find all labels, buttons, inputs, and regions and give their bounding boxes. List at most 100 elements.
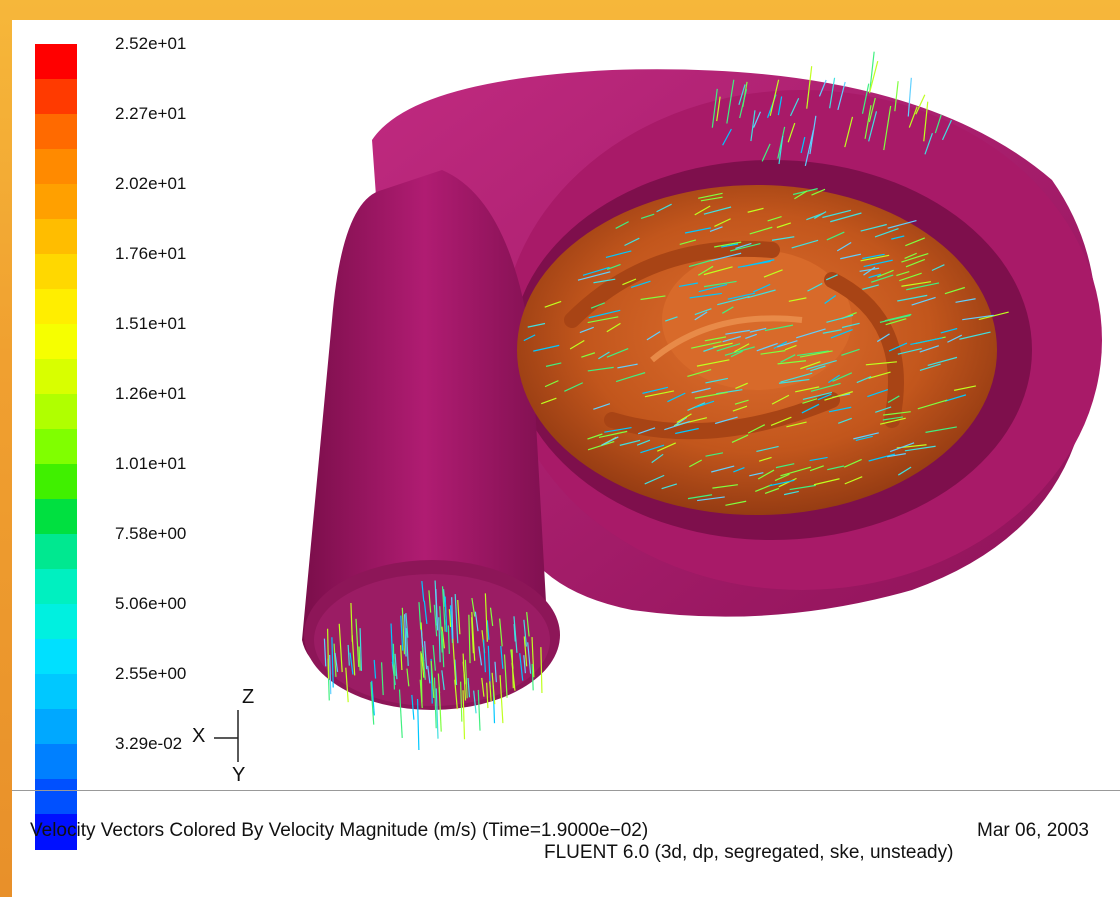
velocity-vector	[636, 439, 651, 446]
velocity-vector	[747, 289, 776, 299]
graphics-window: 2.52e+01 2.27e+01 2.02e+01 1.76e+01 1.51e+01…	[12, 20, 1120, 897]
velocity-vector	[941, 119, 953, 141]
legend-swatch	[35, 254, 77, 290]
velocity-vector	[828, 374, 841, 384]
velocity-vector	[503, 654, 508, 698]
velocity-vector	[725, 500, 747, 506]
velocity-vector	[421, 647, 426, 680]
velocity-vector	[889, 442, 915, 453]
velocity-vector	[843, 458, 862, 468]
velocity-vector	[694, 391, 728, 399]
velocity-vector	[731, 434, 749, 443]
velocity-vector	[441, 670, 445, 691]
velocity-vector	[454, 659, 458, 686]
velocity-vector	[598, 351, 610, 360]
legend-swatch	[35, 429, 77, 465]
velocity-vector	[615, 221, 629, 229]
velocity-vector	[940, 327, 958, 334]
velocity-vector	[420, 651, 423, 703]
velocity-vector	[737, 260, 771, 268]
plot-caption: Velocity Vectors Colored By Velocity Mag…	[30, 820, 649, 841]
velocity-vector	[822, 209, 852, 219]
velocity-vector	[464, 659, 468, 699]
velocity-vector	[868, 371, 891, 379]
velocity-vector	[689, 459, 703, 468]
velocity-vector	[398, 689, 403, 738]
velocity-vector	[861, 83, 870, 114]
velocity-vector	[441, 586, 446, 632]
velocity-vector	[868, 51, 875, 94]
velocity-vector	[855, 435, 873, 441]
velocity-vector	[868, 97, 876, 123]
velocity-vector	[579, 326, 594, 334]
velocity-vector	[896, 270, 910, 277]
velocity-vector	[868, 453, 896, 462]
legend-swatch	[35, 499, 77, 535]
velocity-vector	[449, 605, 454, 644]
velocity-vector	[733, 467, 745, 473]
velocity-vector	[877, 269, 894, 278]
velocity-vector	[773, 341, 788, 350]
velocity-vector	[783, 490, 799, 496]
velocity-vector	[651, 453, 664, 464]
velocity-vector	[809, 115, 817, 155]
velocity-vector	[587, 441, 615, 451]
velocity-vector	[527, 642, 532, 674]
velocity-vector	[901, 281, 932, 287]
legend-swatch	[35, 219, 77, 255]
velocity-vector	[738, 84, 746, 106]
velocity-vector	[471, 597, 476, 617]
velocity-vector	[400, 615, 404, 651]
legend-tick-label: 5.06e+00	[115, 594, 187, 613]
velocity-vector	[577, 271, 611, 281]
velocity-vector	[756, 445, 779, 453]
velocity-vector	[757, 469, 775, 480]
velocity-vector	[486, 682, 489, 709]
legend-swatch	[35, 569, 77, 605]
velocity-vector	[394, 653, 398, 680]
velocity-vector	[730, 350, 743, 358]
velocity-vector	[813, 478, 840, 486]
velocity-vector	[875, 406, 892, 413]
velocity-vector	[423, 600, 428, 624]
velocity-vector	[901, 252, 929, 263]
velocity-vector	[622, 278, 637, 286]
velocity-vector	[457, 599, 461, 635]
velocity-vector	[747, 424, 766, 434]
velocity-vector	[810, 365, 826, 372]
velocity-vector	[771, 394, 790, 405]
velocity-vector	[444, 596, 448, 633]
velocity-vector	[830, 328, 853, 339]
velocity-vector	[796, 328, 826, 339]
velocity-vector	[777, 96, 783, 116]
velocity-vector	[689, 292, 722, 299]
velocity-vector	[735, 242, 752, 249]
velocity-vector	[420, 653, 425, 678]
velocity-vector	[477, 689, 481, 731]
velocity-vector	[564, 382, 584, 392]
velocity-vector	[478, 646, 483, 666]
velocity-vector	[777, 340, 798, 348]
velocity-vector	[460, 681, 463, 722]
plot-date: Mar 06, 2003	[977, 820, 1089, 841]
velocity-vector	[828, 406, 852, 413]
velocity-vector	[351, 635, 356, 676]
velocity-vector	[786, 421, 807, 428]
velocity-vector	[764, 324, 794, 332]
velocity-vector	[804, 129, 815, 167]
velocity-vector	[656, 203, 672, 213]
velocity-vector	[891, 235, 905, 240]
velocity-vector	[523, 334, 536, 342]
velocity-vector	[863, 259, 893, 268]
velocity-vector	[711, 465, 735, 473]
velocity-vector	[451, 597, 454, 641]
velocity-vector	[544, 380, 559, 388]
velocity-vector	[688, 259, 712, 268]
velocity-vector	[452, 638, 457, 685]
velocity-vector	[709, 226, 723, 233]
velocity-vector	[923, 101, 929, 142]
velocity-vector	[745, 333, 757, 339]
velocity-vector	[694, 308, 712, 316]
velocity-vector	[327, 628, 330, 679]
velocity-vector	[780, 354, 796, 363]
